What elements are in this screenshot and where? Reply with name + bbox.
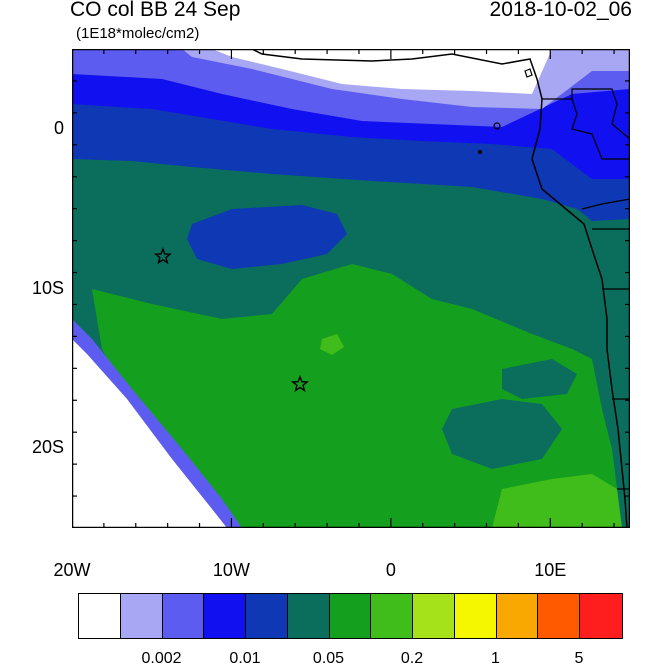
map-plot — [72, 49, 630, 528]
colorbar-cell — [246, 594, 288, 638]
africa-coastline — [251, 49, 628, 528]
star-marker-1 — [153, 247, 172, 265]
field-lightgreen-patch-1 — [320, 334, 344, 355]
colorbar-label: 0.002 — [141, 650, 182, 667]
x-tick-label: 10W — [212, 560, 250, 580]
colorbar-label: 0.05 — [312, 650, 345, 667]
colorbar-cell — [329, 594, 372, 638]
colorbar-label: 5 — [574, 650, 584, 667]
map-timestamp: 2018-10-02_06 — [489, 0, 632, 21]
y-tick-label: 10S — [31, 277, 64, 298]
colorbar-cell — [204, 594, 246, 638]
y-tick-label: 20S — [31, 437, 64, 458]
colorbar-cell — [496, 594, 539, 638]
x-tick-label: 10E — [534, 560, 567, 580]
field-teal-patch-1 — [442, 399, 562, 469]
colorbar-label: 0.01 — [229, 650, 261, 667]
colorbar-cell — [413, 594, 455, 638]
x-tick-label: 20W — [53, 560, 91, 580]
colorbar-cell — [580, 594, 622, 638]
country-borders — [542, 88, 630, 490]
island — [478, 150, 482, 154]
colorbar-label: 1 — [491, 650, 500, 667]
field-white-north — [212, 49, 552, 94]
tick-marks — [72, 49, 630, 528]
colorbar-cell — [79, 594, 121, 638]
y-tick-label: 0 — [53, 117, 64, 138]
map-panel — [72, 49, 630, 528]
colorbar-cell — [371, 594, 413, 638]
map-title: CO col BB 24 Sep — [70, 0, 241, 21]
star-marker-2 — [290, 374, 309, 393]
x-tick-label: 0 — [385, 560, 396, 580]
colorbar-cell — [538, 594, 580, 638]
colorbar-cell — [162, 594, 205, 638]
markers-layer — [153, 247, 309, 393]
island — [524, 68, 533, 78]
colorbar-label: 0.2 — [400, 650, 424, 667]
colorbar-cell — [287, 594, 330, 638]
colorbar — [78, 593, 623, 639]
field-darkblue-patch — [187, 205, 347, 269]
island — [493, 122, 501, 130]
units-label: (1E18*molec/cm2) — [76, 25, 200, 42]
field-teal-patch-2 — [502, 359, 577, 399]
field-lightgreen-patch-2 — [492, 474, 622, 528]
field-white-southwest — [72, 339, 227, 528]
colorbar-cell — [454, 594, 497, 638]
colorbar-cell — [120, 594, 163, 638]
map-frame — [72, 49, 630, 528]
